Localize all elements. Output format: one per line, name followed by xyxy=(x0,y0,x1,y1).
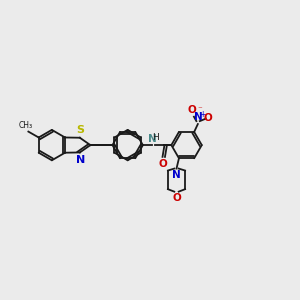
Text: S: S xyxy=(76,125,84,135)
Text: N: N xyxy=(194,112,203,122)
Text: N: N xyxy=(76,155,85,165)
Text: ⁻: ⁻ xyxy=(197,105,202,114)
Text: N: N xyxy=(172,170,181,180)
Text: O: O xyxy=(172,193,181,203)
Text: H: H xyxy=(152,134,159,142)
Text: CH₃: CH₃ xyxy=(19,121,33,130)
Text: +: + xyxy=(200,110,206,119)
Text: N: N xyxy=(148,134,157,144)
Text: O: O xyxy=(203,113,212,123)
Text: O: O xyxy=(187,105,196,115)
Text: O: O xyxy=(158,159,167,169)
